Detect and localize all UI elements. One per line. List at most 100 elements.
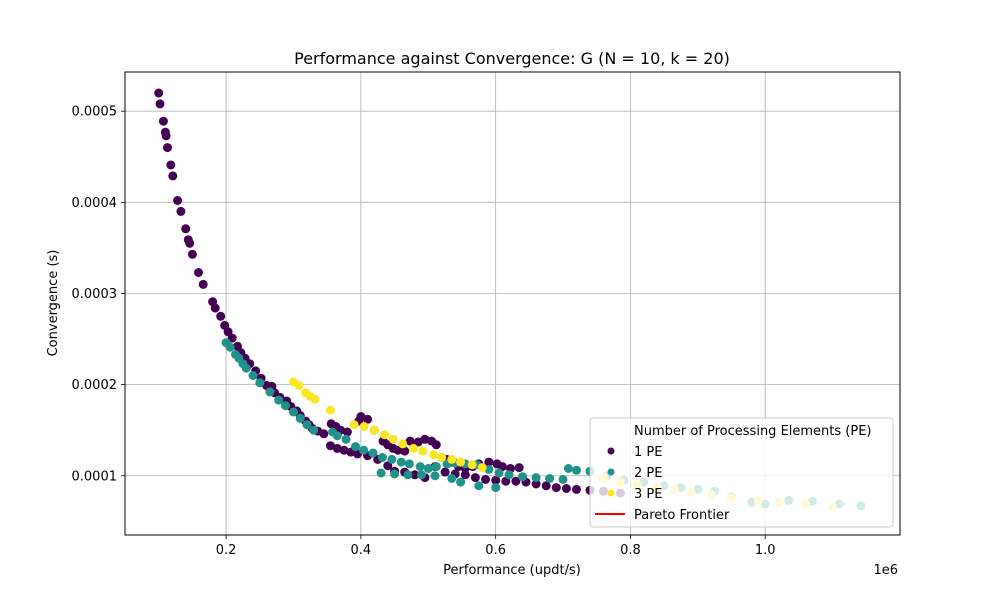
data-point: [387, 454, 397, 464]
data-point: [545, 474, 555, 483]
x-tick-label: 0.2: [216, 543, 237, 558]
x-tick-label: 0.8: [620, 543, 641, 558]
data-point: [431, 462, 441, 472]
data-point: [280, 401, 290, 411]
data-point: [185, 238, 195, 248]
data-point: [404, 459, 414, 469]
data-point: [332, 431, 342, 441]
data-point: [481, 474, 490, 484]
data-point: [342, 427, 352, 437]
data-point: [551, 483, 561, 493]
data-point: [295, 413, 305, 423]
data-point: [339, 445, 349, 455]
y-tick-label: 0.0001: [72, 469, 118, 484]
data-point: [376, 468, 386, 478]
legend-marker-2-pe: [607, 468, 615, 476]
data-point: [154, 88, 164, 98]
data-point: [474, 481, 484, 491]
data-point: [430, 471, 440, 481]
data-point: [388, 434, 398, 444]
data-point: [341, 434, 351, 444]
data-point: [166, 160, 176, 170]
data-point: [447, 474, 457, 483]
data-point: [216, 311, 226, 321]
data-point: [563, 464, 573, 473]
legend: Number of Processing Elements (PE) 1 PE …: [589, 417, 894, 528]
data-point: [418, 446, 428, 456]
x-tick-label: 1.0: [755, 543, 776, 558]
data-point: [248, 371, 258, 380]
data-point: [440, 467, 450, 477]
data-point: [558, 474, 568, 484]
data-point: [168, 171, 178, 181]
y-tick-label: 0.0004: [72, 196, 118, 211]
legend-label-2-pe: 2 PE: [634, 466, 662, 481]
data-point: [456, 457, 466, 467]
data-point: [181, 224, 191, 234]
x-axis-label: Performance (updt/s): [443, 563, 581, 578]
data-point: [319, 429, 329, 439]
data-point: [176, 206, 186, 216]
data-point: [225, 342, 235, 352]
data-point: [173, 196, 183, 205]
data-point: [460, 470, 470, 480]
data-point: [405, 436, 415, 446]
data-point: [369, 425, 379, 435]
data-point: [491, 475, 501, 485]
legend-label-3-pe: 3 PE: [634, 487, 662, 502]
y-axis-label: Convergence (s): [46, 250, 61, 357]
data-point: [477, 463, 487, 473]
axis-ticks: 0.2 0.4 0.6 0.8 1.0 0.0001 0.0002 0.0003 0.0004 0…: [72, 105, 776, 558]
data-point: [518, 472, 528, 482]
y-tick-label: 0.0002: [72, 378, 118, 393]
data-point: [572, 465, 581, 475]
data-point: [484, 457, 494, 467]
data-point: [210, 303, 220, 313]
chart-title: Performance against Convergence: G (N = …: [294, 49, 730, 68]
data-point: [194, 268, 203, 277]
y-tick-label: 0.0003: [72, 287, 118, 302]
data-point: [326, 441, 335, 451]
data-point: [491, 483, 501, 493]
data-point: [241, 363, 251, 373]
data-point: [561, 484, 571, 493]
data-point: [363, 414, 373, 424]
data-point: [511, 476, 521, 486]
data-point: [351, 442, 360, 452]
data-point: [309, 425, 319, 435]
data-point: [437, 453, 447, 462]
data-point: [368, 448, 378, 458]
data-point: [415, 462, 425, 472]
x-tick-label: 0.4: [351, 543, 372, 558]
data-point: [456, 477, 466, 487]
data-point: [326, 405, 335, 415]
data-point: [403, 470, 413, 480]
data-point: [390, 469, 400, 479]
data-point: [302, 420, 312, 430]
data-point: [531, 479, 541, 489]
data-point: [470, 473, 480, 483]
x-axis-offset-label: 1e6: [873, 563, 898, 578]
data-point: [396, 457, 406, 467]
data-point: [572, 484, 581, 494]
data-point: [274, 395, 284, 405]
legend-label-pareto-frontier: Pareto Frontier: [634, 508, 730, 523]
data-point: [494, 468, 504, 478]
data-point: [187, 249, 197, 259]
data-point: [255, 378, 265, 388]
y-tick-label: 0.0005: [72, 105, 118, 120]
data-point: [289, 407, 298, 417]
legend-marker-3-pe: [607, 489, 615, 497]
data-point: [294, 381, 304, 390]
data-point: [467, 460, 477, 470]
data-point: [398, 439, 408, 449]
data-point: [310, 394, 320, 404]
data-point: [227, 333, 237, 343]
data-point: [265, 387, 275, 397]
data-point: [359, 445, 369, 455]
data-point: [423, 464, 433, 473]
data-point: [400, 446, 410, 456]
legend-label-1-pe: 1 PE: [634, 445, 662, 460]
data-point: [504, 470, 514, 480]
data-point: [531, 473, 541, 483]
